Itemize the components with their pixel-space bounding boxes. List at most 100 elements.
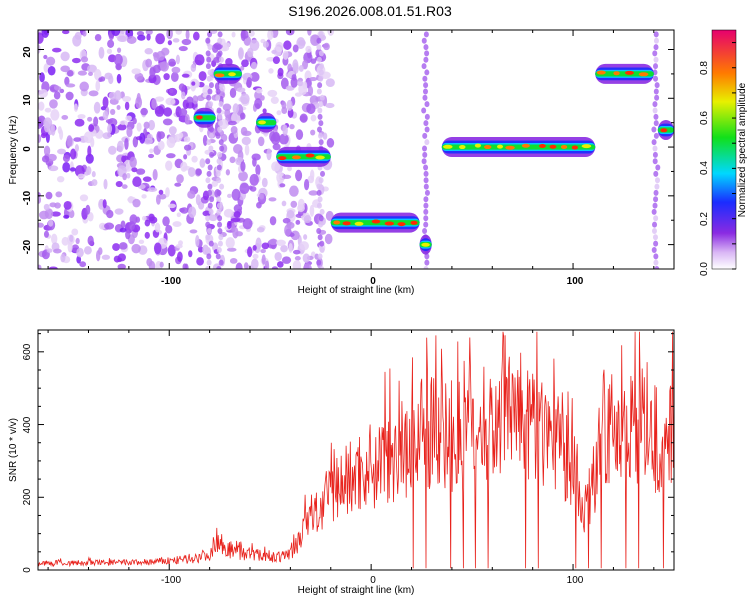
noise-blob xyxy=(244,144,250,156)
noise-blob xyxy=(226,247,237,252)
noise-blob xyxy=(260,95,265,101)
noise-blob xyxy=(224,108,231,119)
signal-peak xyxy=(571,145,578,150)
noise-blob xyxy=(216,189,222,196)
bottom-ytick-label: 600 xyxy=(22,343,33,360)
noise-blob xyxy=(46,248,53,253)
noise-blob xyxy=(208,126,214,133)
noise-blob xyxy=(66,70,74,77)
noise-blob xyxy=(653,170,659,177)
noise-blob xyxy=(228,120,237,126)
noise-blob xyxy=(56,175,65,183)
noise-blob xyxy=(305,45,312,54)
noise-blob xyxy=(233,204,243,213)
noise-blob xyxy=(281,174,292,180)
noise-blob xyxy=(121,155,126,163)
noise-blob xyxy=(651,139,657,146)
signal-peak xyxy=(521,143,530,148)
noise-blob xyxy=(63,200,72,210)
noise-blob xyxy=(288,242,293,253)
noise-blob xyxy=(177,251,183,263)
noise-blob xyxy=(184,114,190,125)
noise-blob xyxy=(257,136,265,147)
noise-blob xyxy=(319,208,325,215)
noise-blob xyxy=(308,190,319,196)
noise-blob xyxy=(255,87,263,94)
noise-blob xyxy=(218,139,224,146)
noise-blob xyxy=(309,204,315,217)
noise-blob xyxy=(251,258,259,269)
noise-blob xyxy=(157,131,166,139)
noise-blob xyxy=(152,169,158,181)
noise-blob xyxy=(272,143,281,151)
noise-blob xyxy=(304,178,310,191)
noise-blob xyxy=(652,234,658,241)
noise-blob xyxy=(217,50,223,57)
noise-blob xyxy=(76,247,84,258)
signal-peak xyxy=(371,219,381,224)
noise-blob xyxy=(183,136,191,143)
bottom-ytick-label: 400 xyxy=(22,416,33,433)
noise-blob xyxy=(62,154,70,163)
noise-blob xyxy=(69,167,76,172)
noise-blob xyxy=(219,145,225,152)
noise-blob xyxy=(653,196,659,203)
noise-blob xyxy=(172,221,182,227)
noise-blob xyxy=(205,63,211,70)
noise-blob xyxy=(277,67,284,77)
noise-blob xyxy=(282,50,289,60)
noise-blob xyxy=(242,218,253,230)
noise-blob xyxy=(224,42,231,48)
noise-blob xyxy=(262,108,267,114)
noise-blob xyxy=(122,173,127,181)
noise-blob xyxy=(215,132,221,139)
noise-blob xyxy=(206,56,212,63)
noise-blob xyxy=(38,264,42,269)
noise-blob xyxy=(103,178,108,190)
noise-blob xyxy=(139,132,146,144)
noise-blob xyxy=(280,244,288,253)
noise-blob xyxy=(422,75,428,82)
noise-blob xyxy=(172,38,180,43)
noise-blob xyxy=(216,208,222,215)
noise-blob xyxy=(114,90,122,101)
noise-blob xyxy=(654,183,660,190)
noise-blob xyxy=(178,132,184,139)
colorbar-tick-label: 0.2 xyxy=(699,212,710,226)
noise-blob xyxy=(40,132,47,139)
noise-blob xyxy=(61,30,70,35)
noise-blob xyxy=(79,81,90,92)
noise-blob xyxy=(75,237,80,245)
noise-blob xyxy=(227,193,232,199)
noise-blob xyxy=(44,208,54,220)
noise-blob xyxy=(132,176,142,188)
noise-blob xyxy=(270,96,279,105)
noise-blob xyxy=(286,209,295,219)
noise-blob xyxy=(318,75,324,82)
noise-blob xyxy=(208,208,214,215)
noise-blob xyxy=(195,234,200,247)
noise-blob xyxy=(652,50,658,57)
noise-blob xyxy=(116,105,121,110)
noise-blob xyxy=(106,48,113,54)
noise-blob xyxy=(652,151,658,158)
noise-blob xyxy=(423,31,429,38)
noise-blob xyxy=(185,30,190,40)
noise-blob xyxy=(205,158,211,165)
noise-blob xyxy=(144,231,150,239)
noise-blob xyxy=(317,107,323,114)
noise-blob xyxy=(217,113,223,120)
noise-blob xyxy=(95,80,101,92)
noise-blob xyxy=(291,74,297,81)
noise-blob xyxy=(207,189,213,196)
snr-ticks xyxy=(38,330,674,571)
noise-blob xyxy=(98,247,103,256)
signal-peak xyxy=(410,220,418,225)
noise-blob xyxy=(110,108,116,116)
noise-blob xyxy=(231,188,241,201)
noise-blob xyxy=(230,217,241,222)
noise-blob xyxy=(217,37,223,44)
noise-blob xyxy=(115,180,123,188)
signal-peak xyxy=(278,156,287,161)
signal-peak xyxy=(613,71,620,76)
